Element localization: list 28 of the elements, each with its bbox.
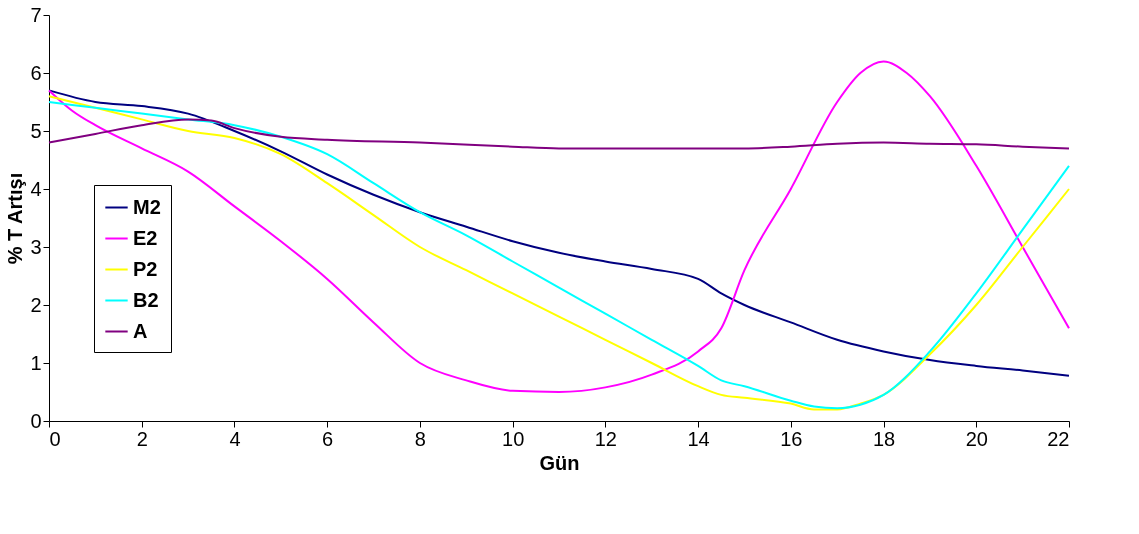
legend-label: A — [133, 319, 148, 342]
y-tick-label: 1 — [30, 351, 42, 374]
y-tick-label: 0 — [30, 409, 42, 432]
x-tick-label: 12 — [594, 427, 617, 450]
x-tick-label: 20 — [965, 427, 988, 450]
x-tick-label: 6 — [322, 427, 334, 450]
x-tick-label: 0 — [49, 427, 61, 450]
y-axis-title: % T Artışı — [4, 172, 27, 265]
x-tick-label: 22 — [1047, 427, 1070, 450]
line-series — [48, 118, 1070, 150]
y-tick-label: 5 — [30, 119, 42, 142]
x-tick-label: 14 — [687, 427, 710, 450]
legend-label: E2 — [133, 226, 158, 249]
y-tick-label: 3 — [30, 235, 42, 258]
x-tick-label: 8 — [414, 427, 426, 450]
legend-label: M2 — [133, 195, 161, 218]
y-tick-label: 2 — [30, 293, 42, 316]
x-tick-label: 4 — [229, 427, 241, 450]
y-tick-label: 4 — [30, 177, 42, 200]
legend-label: P2 — [133, 257, 158, 280]
y-tick-label: 6 — [30, 61, 42, 84]
x-tick-label: 2 — [136, 427, 148, 450]
x-axis-title: Gün — [539, 451, 580, 474]
legend-label: B2 — [133, 288, 159, 311]
x-tick-label: 10 — [502, 427, 525, 450]
y-tick-label: 7 — [30, 3, 42, 26]
x-tick-label: 16 — [780, 427, 803, 450]
x-tick-label: 18 — [872, 427, 896, 450]
